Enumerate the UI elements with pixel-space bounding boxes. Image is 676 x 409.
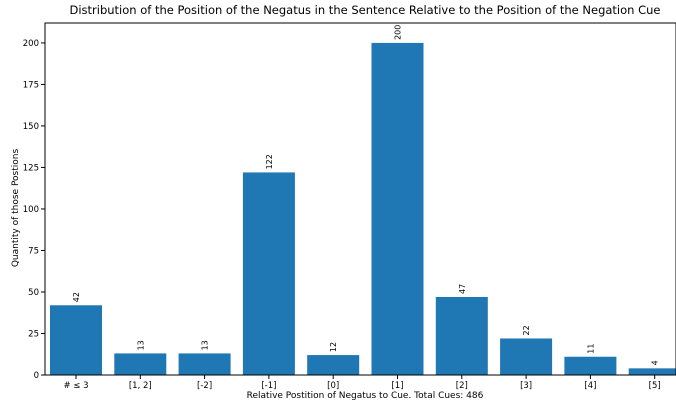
x-tick-label: [1]	[391, 381, 403, 391]
x-tick-label: [0]	[327, 381, 339, 391]
data-label: 13	[136, 340, 145, 350]
data-label: 11	[586, 344, 595, 354]
data-label: 12	[329, 342, 338, 352]
data-label: 122	[265, 154, 274, 169]
x-tick-label: [3]	[520, 381, 532, 391]
x-tick-label: # ≤ 3	[63, 381, 88, 391]
bar	[50, 305, 102, 375]
bar	[179, 353, 231, 375]
y-tick-label: 0	[34, 371, 39, 381]
x-tick-label: [5]	[649, 381, 661, 391]
bar	[372, 43, 424, 375]
x-tick-label: [1, 2]	[129, 381, 152, 391]
y-tick-label: 75	[28, 246, 39, 256]
plot-frame	[45, 23, 676, 375]
bar	[500, 338, 552, 375]
data-label: 4	[651, 360, 660, 365]
y-tick-label: 150	[23, 122, 39, 132]
x-axis-label: Relative Postition of Negatus to Cue. To…	[247, 391, 484, 401]
bars-layer: 42 13 13 122 12 200 47 22 11 4	[50, 25, 676, 375]
y-tick-label: 50	[28, 288, 39, 298]
bar	[307, 355, 359, 375]
y-axis: 0 25 50 75 100 125 150 175 200	[23, 39, 45, 381]
bar	[436, 297, 488, 375]
bar	[243, 172, 295, 375]
bar	[114, 353, 166, 375]
y-tick-label: 125	[23, 163, 39, 173]
data-label: 13	[201, 340, 210, 350]
y-tick-label: 175	[23, 80, 39, 90]
x-tick-label: [4]	[584, 381, 596, 391]
data-label: 42	[72, 292, 81, 302]
y-axis-label: Quantity of those Postions	[11, 149, 21, 268]
data-label: 22	[522, 325, 531, 335]
y-tick-label: 25	[28, 329, 39, 339]
x-axis: # ≤ 3 [1, 2] [-2] [-1] [0] [1] [2] [3] [4] [5]	[63, 375, 660, 391]
data-label: 200	[394, 25, 403, 40]
x-tick-label: [2]	[456, 381, 468, 391]
data-label: 47	[458, 284, 467, 294]
chart-title: Distribution of the Position of the Nega…	[69, 3, 660, 17]
y-tick-label: 200	[23, 39, 39, 49]
bar	[564, 357, 616, 375]
y-tick-label: 100	[23, 205, 39, 215]
x-tick-label: [-2]	[197, 381, 212, 391]
bar	[629, 368, 676, 375]
x-tick-label: [-1]	[261, 381, 276, 391]
